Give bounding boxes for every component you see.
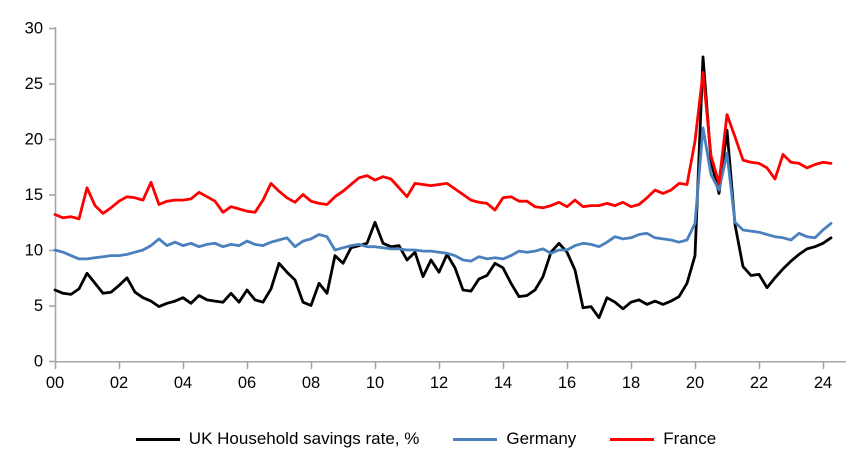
legend-item-france: France bbox=[610, 429, 716, 449]
france-line-swatch bbox=[610, 437, 655, 441]
uk-line-swatch bbox=[135, 437, 180, 441]
uk-legend-label: UK Household savings rate, % bbox=[188, 429, 420, 448]
y-tick-label: 5 bbox=[34, 297, 43, 315]
x-tick-label: 08 bbox=[302, 374, 320, 392]
legend-item-germany: Germany bbox=[453, 429, 576, 449]
y-tick-label: 0 bbox=[34, 353, 43, 371]
y-tick-label: 30 bbox=[25, 20, 43, 38]
x-tick-label: 14 bbox=[494, 374, 512, 392]
germany-series-line bbox=[53, 126, 833, 263]
x-tick-label: 10 bbox=[366, 374, 384, 392]
x-tick-label: 06 bbox=[238, 374, 256, 392]
france-legend-label: France bbox=[663, 429, 717, 448]
x-tick-label: 22 bbox=[750, 374, 768, 392]
x-tick-label: 02 bbox=[110, 374, 128, 392]
y-tick-label: 25 bbox=[25, 75, 43, 93]
x-tick-label: 12 bbox=[430, 374, 448, 392]
x-tick-label: 18 bbox=[622, 374, 640, 392]
y-tick-label: 10 bbox=[25, 242, 43, 260]
x-tick-label: 04 bbox=[174, 374, 192, 392]
y-tick-label: 20 bbox=[25, 131, 43, 149]
germany-line-swatch bbox=[453, 437, 498, 441]
x-tick-label: 00 bbox=[46, 374, 64, 392]
uk-household-savings-rate-series-line bbox=[53, 55, 833, 320]
x-tick-label: 20 bbox=[686, 374, 704, 392]
y-tick-label: 15 bbox=[25, 186, 43, 204]
chart-legend: UK Household savings rate, % Germany Fra… bbox=[0, 429, 852, 449]
legend-item-uk: UK Household savings rate, % bbox=[135, 429, 420, 449]
line-chart-plot-area: 0 5 10 15 20 25 30 00 02 04 06 08 10 12 14 16 18 20 22 24 bbox=[25, 20, 846, 392]
x-tick-label: 16 bbox=[558, 374, 576, 392]
x-tick-label: 24 bbox=[814, 374, 832, 392]
germany-legend-label: Germany bbox=[506, 429, 577, 448]
france-series-line bbox=[53, 71, 833, 221]
